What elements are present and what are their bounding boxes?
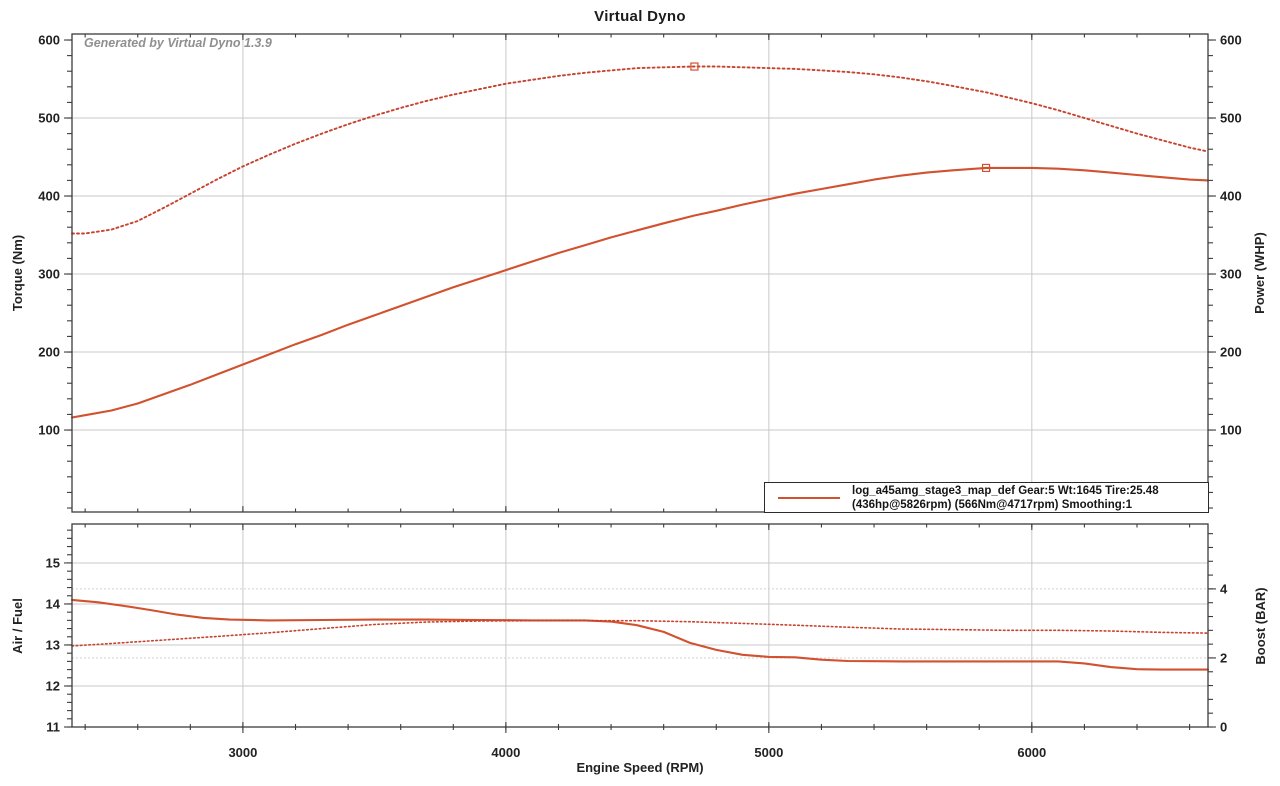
- y-left-tick-label: 200: [38, 345, 60, 360]
- y-right-tick-label: 100: [1220, 423, 1242, 438]
- plot-frame: [71, 33, 1209, 513]
- y-left-tick-label: 12: [46, 678, 60, 693]
- boost-bar-curve: [71, 619, 1209, 647]
- legend-run-label: log_a45amg_stage3_map_def Gear:5 Wt:1645…: [852, 484, 1159, 497]
- x-tick-label: 4000: [491, 745, 520, 760]
- y-left-tick-label: 14: [46, 596, 61, 611]
- y-left-tick-label: 11: [46, 720, 60, 735]
- legend-text: log_a45amg_stage3_map_def Gear:5 Wt:1645…: [852, 484, 1208, 512]
- x-tick-label: 6000: [1017, 745, 1046, 760]
- watermark-text: Generated by Virtual Dyno 1.3.9: [84, 36, 272, 50]
- y-right-tick-label: 400: [1220, 189, 1242, 204]
- y-right-tick-label: 4: [1220, 581, 1228, 596]
- y-right-tick-label: 600: [1220, 33, 1242, 48]
- power-whp-curve: [70, 166, 1210, 419]
- y-right-tick-label: 300: [1220, 267, 1242, 282]
- y-left-tick-label: 400: [38, 189, 60, 204]
- legend-box: log_a45amg_stage3_map_def Gear:5 Wt:1645…: [764, 482, 1209, 513]
- y-left-tick-label: 500: [38, 111, 60, 126]
- y-right-tick-label: 0: [1220, 720, 1227, 735]
- torque-nm-peak-marker: [690, 62, 699, 71]
- y-left-tick-label: 600: [38, 33, 60, 48]
- page-title: Virtual Dyno: [594, 8, 686, 25]
- y-right-tick-label: 200: [1220, 345, 1242, 360]
- y-left-tick-label: 15: [46, 555, 60, 570]
- legend-line-sample: [778, 496, 840, 499]
- y-left-tick-label: 100: [38, 423, 60, 438]
- x-tick-label: 3000: [228, 745, 257, 760]
- y-right-tick-label: 2: [1220, 650, 1227, 665]
- power-whp-peak-marker: [981, 163, 991, 173]
- torque-nm-curve: [71, 65, 1209, 235]
- legend-peaks-label: (436hp@5826rpm) (566Nm@4717rpm) Smoothin…: [852, 498, 1132, 511]
- y-left-tick-label: 13: [46, 637, 60, 652]
- x-tick-label: 5000: [754, 745, 783, 760]
- plot-frame: [71, 523, 1209, 728]
- y-right-tick-label: 500: [1220, 111, 1242, 126]
- air-fuel-curve: [70, 598, 1210, 671]
- x-axis-label: Engine Speed (RPM): [576, 760, 704, 775]
- y-left-tick-label: 300: [38, 267, 60, 282]
